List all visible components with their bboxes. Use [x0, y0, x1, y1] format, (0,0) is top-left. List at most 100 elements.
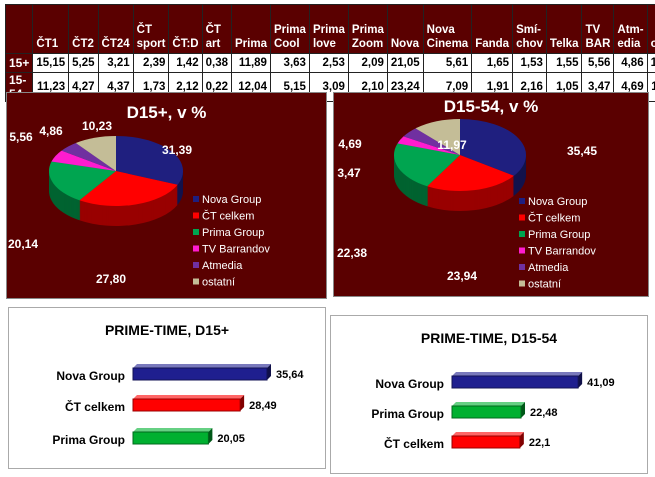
bar-title: PRIME-TIME, D15+ — [104, 322, 230, 338]
legend-swatch — [519, 198, 525, 204]
column-header: ČT sport — [132, 4, 170, 54]
bar-panel-d1554: PRIME-TIME, D15-54 Nova Group 41,09 Prima … — [330, 315, 648, 474]
table-cell: 11,97 — [646, 72, 655, 102]
legend-label: Nova Group — [202, 194, 261, 206]
pie-data-label: 11,97 — [437, 138, 467, 152]
table-cell: 1,55 — [545, 53, 583, 73]
bar-top — [133, 428, 213, 432]
legend-swatch — [193, 245, 199, 252]
pie-slice-3 — [397, 136, 460, 155]
bar-side — [267, 364, 272, 380]
table-cell: 2,39 — [132, 53, 170, 73]
table-cell: 15,15 — [32, 53, 70, 73]
column-header: Smí-chov — [512, 4, 547, 54]
column-header: ČT art — [201, 4, 233, 54]
legend-label: ostatní — [202, 277, 235, 289]
table-cell: 21,05 — [386, 53, 424, 73]
column-header: ČT1 — [32, 4, 70, 54]
bar-category-label: Nova Group — [375, 377, 444, 391]
legend-label: ČT celkem — [202, 210, 254, 223]
legend-swatch — [519, 247, 525, 254]
table-cell: 11,89 — [231, 53, 271, 73]
bar — [451, 435, 521, 449]
pie-data-label: 35,45 — [567, 144, 597, 158]
pie-slice-2 — [48, 161, 116, 201]
bar-top — [452, 372, 583, 376]
legend-label: Prima Group — [202, 227, 264, 239]
pie-data-label: 20,14 — [8, 237, 38, 251]
pie-data-label: 10,23 — [82, 119, 112, 133]
column-header: Prima — [231, 4, 271, 54]
table-cell: 2,09 — [347, 53, 388, 73]
legend-swatch — [193, 196, 199, 202]
pie-data-label: 22,38 — [337, 246, 367, 260]
bar-value-label: 22,48 — [530, 407, 558, 419]
column-header: ČT:D — [168, 4, 203, 54]
column-header: Prima Zoom — [347, 4, 388, 54]
bar-value-label: 41,09 — [587, 377, 615, 389]
bar-value-label: 35,64 — [276, 369, 304, 381]
column-header: ČT2 — [68, 4, 99, 54]
table-cell: 4,86 — [613, 53, 648, 73]
pie-slice-5 — [75, 136, 116, 171]
table-cell: 3,63 — [269, 53, 310, 73]
legend-label: Nova Group — [528, 196, 587, 208]
column-header: TV BAR — [581, 4, 615, 54]
pie-data-label: 4,86 — [39, 124, 63, 138]
table-cell: 1,53 — [512, 53, 547, 73]
table-cell: 3,21 — [97, 53, 134, 73]
bar-side — [519, 432, 524, 448]
bar-top — [133, 364, 272, 368]
table-cell: 5,56 — [581, 53, 615, 73]
pie-slice-5 — [415, 119, 460, 155]
pie-slice-2 — [394, 143, 460, 187]
table-cell: 10,23 — [646, 53, 655, 73]
table-cell: 2,53 — [308, 53, 349, 73]
column-header: Nova Cinema — [422, 4, 473, 54]
legend-swatch — [193, 262, 199, 268]
column-header: Prima Cool — [269, 4, 310, 54]
bar-side — [521, 402, 526, 418]
bar-top — [133, 395, 245, 399]
corner-cell — [4, 4, 34, 54]
legend-swatch — [193, 229, 199, 235]
bar-category-label: ČT celkem — [65, 399, 125, 414]
share-table: ČT1 ČT2 ČT24 ČT sport ČT:D ČT art Prima Prima Cool… — [4, 4, 655, 102]
legend-label: Prima Group — [528, 229, 590, 241]
column-header: Fanda — [471, 4, 514, 54]
bar — [451, 405, 522, 419]
pie-data-label: 3,47 — [337, 166, 361, 180]
bar-category-label: Prima Group — [371, 407, 444, 421]
pie-data-label: 31,39 — [162, 143, 192, 157]
pie-slice-1 — [79, 171, 178, 206]
legend-swatch — [519, 280, 525, 287]
row-label: 15+ — [4, 53, 34, 73]
table-cell: 5,61 — [422, 53, 473, 73]
legend-label: Atmedia — [202, 260, 243, 272]
pie-title: D15+, v % — [126, 103, 207, 122]
pie-slice-0 — [460, 119, 526, 176]
bar-chart: Nova Group 35,64 ČT celkem 28,49 Prima Group… — [52, 364, 304, 447]
legend-swatch — [193, 212, 199, 219]
column-header: Prima love — [308, 4, 349, 54]
pie-panel-d15plus: D15+, v % 31,39 27,80 20,14 5,56 4,86 10,23 No… — [6, 92, 327, 299]
bar-category-label: Nova Group — [56, 369, 125, 383]
legend-swatch — [519, 214, 525, 221]
bar-chart: Nova Group 41,09 Prima Group 22,48 ČT celkem… — [371, 372, 615, 451]
table-row: 15+ 15,15 5,25 3,21 2,39 1,42 0,38 11,89 3,63 2,5… — [4, 53, 655, 73]
pie-panel-d1554: D15-54, v % 35,45 23,94 22,38 3,47 4,69 11,97… — [333, 92, 649, 297]
bar-side — [240, 395, 245, 411]
pie-slice-3 — [51, 150, 117, 171]
bar-title: PRIME-TIME, D15-54 — [420, 330, 558, 346]
bar-value-label: 28,49 — [249, 400, 277, 412]
bar-top — [452, 402, 526, 406]
table-cell: 0,38 — [201, 53, 233, 73]
bar-value-label: 22,1 — [529, 437, 550, 449]
pie-title: D15-54, v % — [443, 97, 539, 116]
column-header: ost. — [646, 4, 655, 54]
legend-label: Atmedia — [528, 262, 569, 274]
pie-chart: 35,45 23,94 22,38 3,47 4,69 11,97 Nova Group ČT… — [337, 119, 597, 291]
table-cell: 5,25 — [68, 53, 99, 73]
legend-label: TV Barrandov — [202, 244, 270, 256]
pie-slice-0 — [116, 136, 183, 185]
